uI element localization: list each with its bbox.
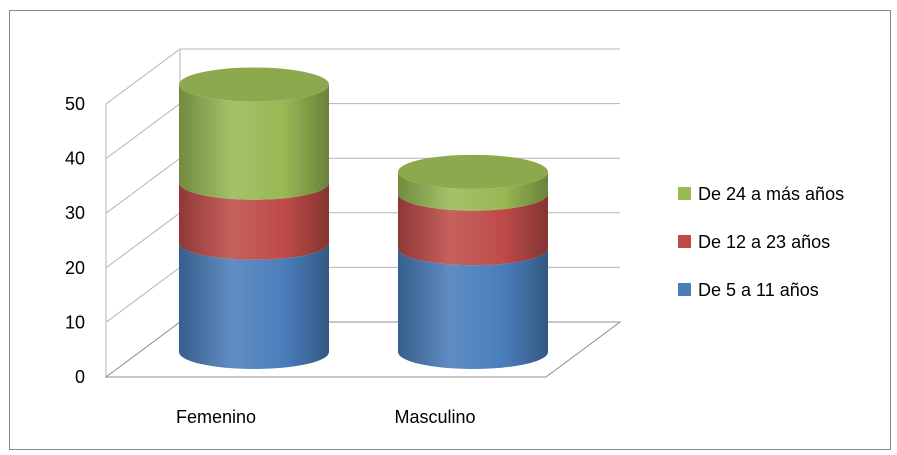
- bar-top-cap: [398, 154, 548, 189]
- legend: De 24 a más años De 12 a 23 años De 5 a 11…: [678, 184, 844, 300]
- legend-label: De 24 a más años: [698, 184, 844, 204]
- bar-segment: [398, 193, 548, 266]
- chart-bars: [179, 67, 548, 369]
- legend-swatch: [678, 235, 691, 248]
- legend-swatch: [678, 187, 691, 200]
- bar-segment: [179, 84, 329, 200]
- chart-floor: [104, 321, 622, 378]
- gridline: [105, 48, 620, 105]
- category-labels: Femenino Masculino: [176, 407, 476, 427]
- bar-segment: [398, 171, 548, 211]
- y-tick-label: 20: [65, 258, 85, 278]
- y-tick-label: 50: [65, 94, 85, 114]
- y-tick-label: 0: [75, 367, 85, 387]
- y-tick-label: 10: [65, 312, 85, 332]
- y-tick-label: 40: [65, 149, 85, 169]
- legend-swatch: [678, 283, 691, 296]
- y-tick-label: 30: [65, 203, 85, 223]
- cylinder-femenino: [179, 67, 329, 369]
- legend-label: De 5 a 11 años: [698, 280, 819, 300]
- bar-segment: [398, 248, 548, 369]
- cylinder-masculino: [398, 154, 548, 369]
- category-label: Femenino: [176, 407, 256, 427]
- bar-segment: [179, 182, 329, 260]
- bar-segment: [179, 242, 329, 369]
- category-label: Masculino: [394, 407, 475, 427]
- legend-label: De 12 a 23 años: [698, 232, 830, 252]
- bar-top-cap: [179, 67, 329, 102]
- y-axis-ticks: 0 10 20 30 40 50: [65, 94, 85, 387]
